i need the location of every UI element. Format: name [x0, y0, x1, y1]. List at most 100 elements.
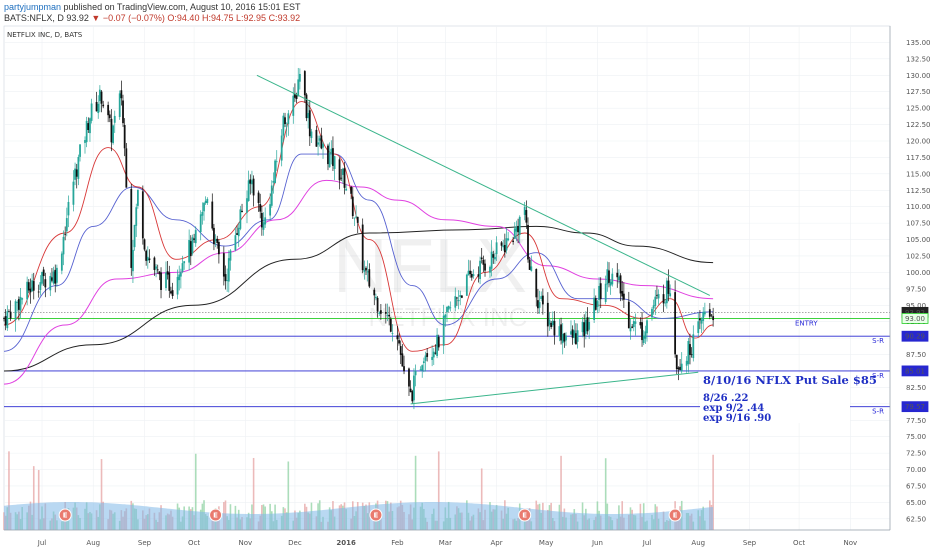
candle-body [29, 288, 32, 293]
candle-body [188, 239, 191, 263]
earnings-icon[interactable] [369, 508, 383, 522]
volume-bar [37, 470, 40, 530]
candle-body [373, 289, 376, 296]
earnings-icon[interactable] [209, 508, 223, 522]
earnings-marker[interactable]: E [668, 508, 682, 522]
candle-body [449, 307, 452, 309]
candle-body [401, 353, 404, 367]
candle-body [667, 280, 670, 294]
author-name[interactable]: partyjumpman [4, 2, 62, 12]
candle-body [565, 335, 567, 341]
earnings-marker[interactable]: E [209, 508, 223, 522]
candle-body [226, 280, 229, 281]
candle-body [168, 272, 171, 291]
candle-body [553, 320, 556, 336]
candle-body [262, 222, 265, 230]
candle-body [365, 267, 367, 271]
volume-bar [252, 457, 255, 530]
candle-body [85, 120, 88, 143]
sr-level-3-text: S-R [872, 408, 884, 416]
candle-body [211, 201, 214, 229]
candle-body [391, 333, 394, 335]
candle-body [89, 118, 91, 134]
rising-trendline[interactable] [410, 371, 699, 405]
candle-body [234, 235, 237, 251]
candle-body [422, 361, 425, 364]
price-tick-label: 107.50 [906, 220, 931, 228]
candle-body [599, 283, 602, 300]
candle-body [229, 250, 232, 261]
candle-body [259, 204, 262, 212]
candle-body [199, 214, 202, 233]
candle-body [275, 161, 278, 163]
candle-body [651, 308, 653, 318]
candle-body [98, 89, 101, 101]
candle-body [489, 266, 491, 273]
candle-body [120, 90, 123, 99]
candle-body [495, 242, 498, 255]
candle-body [146, 256, 149, 261]
candle-body [644, 331, 647, 339]
candle-body [72, 181, 75, 205]
price-axis: 135.00 132.50 130.00 127.50 125.00 122.50 120.… [889, 26, 931, 530]
candle-body [252, 178, 255, 196]
candle-body [616, 272, 619, 278]
candle-body [598, 285, 600, 301]
candle-body [669, 293, 672, 297]
candle-body [213, 227, 215, 245]
volume-bar [8, 451, 10, 530]
candle-body [403, 366, 405, 372]
candle-body [183, 261, 186, 264]
candle-body [621, 291, 624, 297]
candle-body [606, 269, 609, 285]
last-price-axis-label: 93.92 [905, 309, 925, 317]
candle-body [55, 267, 58, 283]
ohlc-close: C:93.92 [268, 13, 301, 23]
price-tick-label: 130.00 [906, 72, 931, 80]
candle-body [332, 148, 334, 166]
candle-body [74, 168, 76, 180]
candle-body [541, 295, 544, 305]
candle-body [123, 125, 126, 149]
candle-body [396, 335, 399, 340]
candle-body [583, 322, 586, 337]
earnings-marker[interactable]: E [518, 508, 532, 522]
price-tick-label: 100.00 [906, 269, 931, 277]
candle-body [490, 251, 493, 269]
candle-body [375, 296, 377, 299]
earnings-icon[interactable] [518, 508, 532, 522]
candle-body [551, 320, 554, 326]
candle-body [436, 334, 438, 356]
falling-trendline[interactable] [256, 74, 711, 296]
earnings-icon[interactable] [668, 508, 682, 522]
candle-body [272, 181, 275, 183]
time-tick-label: Jul [37, 539, 47, 547]
price-tick-label: 97.50 [906, 285, 926, 293]
candle-body [586, 317, 589, 332]
earnings-marker[interactable]: E [58, 508, 72, 522]
candle-body [118, 93, 121, 117]
candle-body [282, 115, 285, 136]
candle-body [502, 245, 505, 248]
earnings-icon[interactable] [58, 508, 72, 522]
candle-body [421, 365, 424, 371]
candle-body [95, 101, 98, 112]
candle-body [100, 91, 103, 104]
candle-body [540, 296, 543, 299]
candle-body [110, 118, 113, 143]
candle-body [224, 274, 227, 282]
candle-body [328, 152, 331, 168]
time-tick-label: Feb [391, 539, 404, 547]
trendlines [256, 74, 711, 405]
candle-body [708, 309, 711, 317]
candle-body [576, 330, 579, 342]
candle-body [517, 225, 519, 233]
candle-body [558, 326, 561, 337]
price-change: −0.07 (−0.07%) [102, 13, 165, 23]
candle-body [584, 319, 587, 334]
price-tick-label: 62.50 [906, 515, 926, 523]
candle-body [31, 280, 34, 292]
candle-body [201, 211, 204, 216]
earnings-marker[interactable]: E [369, 508, 383, 522]
